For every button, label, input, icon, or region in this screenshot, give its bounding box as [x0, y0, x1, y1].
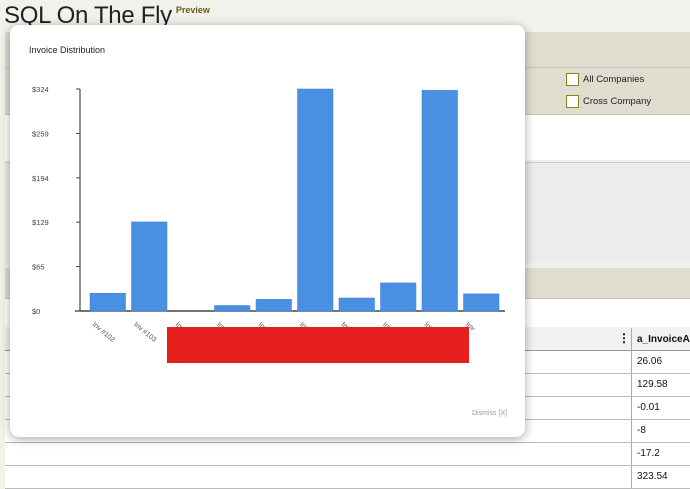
invoice-amount-cell: -8 [637, 425, 646, 436]
redaction-box [167, 327, 469, 363]
column-divider [631, 443, 632, 465]
bar [131, 221, 168, 312]
column-menu-icon[interactable]: ⋮ [618, 331, 630, 345]
y-tick-label: $0 [32, 307, 40, 316]
bar [421, 90, 458, 312]
x-tick-label: Inv [464, 321, 476, 333]
app-header: SQL On The Fly Preview [4, 2, 210, 30]
invoice-amount-cell: 129.58 [637, 379, 668, 390]
y-tick-label: $65 [32, 263, 45, 272]
x-tick-label: Inv #103 [132, 321, 157, 344]
all-companies-label: All Companies [583, 74, 645, 85]
y-tick-label: $194 [32, 174, 49, 183]
column-header-invoiceamt[interactable]: a_InvoiceAmt [637, 334, 690, 345]
y-tick-label: $324 [32, 85, 49, 94]
bar-chart: $0 $65 $129 $194 $259 $324 Inv #102 Inv #103 Inv… [32, 85, 505, 344]
invoice-amount-cell: 26.06 [637, 356, 663, 367]
column-divider [631, 420, 632, 442]
y-tick-label: $259 [32, 129, 49, 138]
invoice-amount-cell: -17.2 [637, 448, 660, 459]
bar [89, 292, 126, 312]
invoice-amount-cell: -0.01 [637, 402, 660, 413]
cross-company-checkbox[interactable] [566, 95, 579, 108]
y-tick-label: $129 [32, 218, 49, 227]
bar [463, 293, 500, 312]
preview-badge: Preview [175, 5, 210, 15]
app-title: SQL On The Fly [4, 2, 172, 29]
column-divider [631, 374, 632, 396]
table-row[interactable]: -17.2 [5, 443, 690, 466]
dismiss-button[interactable]: Dismiss [X] [472, 410, 507, 417]
cross-company-label: Cross Company [583, 96, 652, 107]
bar [338, 297, 375, 312]
bar [214, 305, 251, 312]
bar [255, 299, 292, 312]
table-row[interactable]: 323.54 [5, 466, 690, 489]
chart-title: Invoice Distribution [29, 45, 106, 55]
column-divider [631, 466, 632, 488]
column-divider [631, 397, 632, 419]
bar [380, 282, 417, 312]
chart-modal: Invoice Distribution $0 $65 $129 $194 $259 $3… [10, 25, 525, 437]
all-companies-checkbox[interactable] [566, 73, 579, 86]
x-tick-label: Inv #102 [91, 321, 116, 344]
column-divider [631, 351, 632, 373]
bar [297, 88, 334, 312]
invoice-amount-cell: 323.54 [637, 471, 668, 482]
